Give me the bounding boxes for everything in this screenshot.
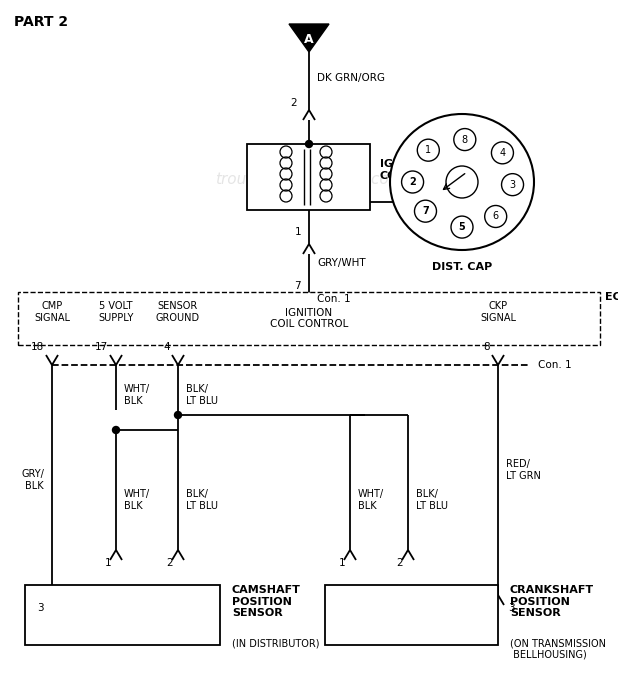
Circle shape — [402, 171, 423, 193]
Circle shape — [305, 141, 313, 148]
Text: 3: 3 — [509, 180, 515, 190]
Text: 18: 18 — [31, 342, 44, 352]
Text: 1: 1 — [294, 227, 301, 237]
Circle shape — [451, 216, 473, 238]
Text: 5 VOLT
SUPPLY: 5 VOLT SUPPLY — [98, 301, 133, 323]
Text: IGNITION
COIL CONTROL: IGNITION COIL CONTROL — [270, 308, 348, 329]
Circle shape — [491, 142, 514, 164]
Bar — [18, 292, 600, 345]
Circle shape — [174, 412, 182, 419]
Text: 1: 1 — [425, 145, 431, 155]
Text: 5: 5 — [459, 222, 465, 232]
Text: 4: 4 — [163, 342, 170, 352]
Text: RED/
LT GRN: RED/ LT GRN — [506, 459, 541, 481]
Text: PART 2: PART 2 — [14, 15, 68, 29]
Text: BLK/
LT BLU: BLK/ LT BLU — [186, 489, 218, 511]
Text: SENSOR
GROUND: SENSOR GROUND — [156, 301, 200, 323]
Circle shape — [502, 174, 523, 196]
Text: WHT/
BLK: WHT/ BLK — [124, 489, 150, 511]
Text: (ON TRANSMISSION
 BELLHOUSING): (ON TRANSMISSION BELLHOUSING) — [510, 638, 606, 659]
Text: Con. 1: Con. 1 — [538, 360, 572, 370]
Ellipse shape — [390, 114, 534, 250]
Text: DK GRN/ORG: DK GRN/ORG — [317, 73, 385, 83]
Text: WHT/
BLK: WHT/ BLK — [124, 384, 150, 406]
Circle shape — [446, 166, 478, 198]
Text: 8: 8 — [462, 134, 468, 145]
Text: IGNITION
COIL: IGNITION COIL — [380, 159, 437, 181]
Circle shape — [454, 129, 476, 150]
Text: DIST. CAP: DIST. CAP — [432, 262, 492, 272]
Text: CAMSHAFT
POSITION
SENSOR: CAMSHAFT POSITION SENSOR — [232, 585, 301, 618]
Text: Con. 1: Con. 1 — [317, 294, 350, 304]
Text: 7: 7 — [294, 281, 301, 291]
Text: 1: 1 — [339, 558, 345, 568]
Text: GRY/WHT: GRY/WHT — [317, 258, 366, 268]
Text: 4: 4 — [499, 148, 506, 158]
Text: troubleshootvehicle.com: troubleshootvehicle.com — [214, 172, 404, 188]
Text: 3: 3 — [37, 603, 44, 613]
Bar — [325, 585, 498, 645]
Text: 2: 2 — [166, 558, 173, 568]
Circle shape — [415, 200, 436, 222]
Text: CMP
SIGNAL: CMP SIGNAL — [34, 301, 70, 323]
Text: 2: 2 — [409, 177, 416, 187]
Polygon shape — [289, 24, 329, 52]
Text: 2: 2 — [396, 558, 403, 568]
Text: 1: 1 — [104, 558, 111, 568]
Text: (IN DISTRIBUTOR): (IN DISTRIBUTOR) — [232, 638, 320, 648]
Text: 17: 17 — [95, 342, 108, 352]
Text: 7: 7 — [422, 206, 429, 216]
Text: 2: 2 — [290, 98, 297, 108]
Text: ECM: ECM — [605, 292, 618, 302]
Text: A: A — [304, 33, 314, 46]
Circle shape — [112, 426, 119, 433]
Bar — [247, 144, 370, 210]
Circle shape — [485, 206, 507, 228]
Text: 3: 3 — [508, 603, 515, 613]
Bar — [25, 585, 220, 645]
Text: CRANKSHAFT
POSITION
SENSOR: CRANKSHAFT POSITION SENSOR — [510, 585, 594, 618]
Circle shape — [417, 139, 439, 161]
Text: BLK/
LT BLU: BLK/ LT BLU — [186, 384, 218, 406]
Text: 6: 6 — [493, 211, 499, 221]
Text: GRY/
BLK: GRY/ BLK — [21, 469, 44, 491]
Text: CKP
SIGNAL: CKP SIGNAL — [480, 301, 516, 323]
Text: 8: 8 — [483, 342, 490, 352]
Text: WHT/
BLK: WHT/ BLK — [358, 489, 384, 511]
Text: BLK/
LT BLU: BLK/ LT BLU — [416, 489, 448, 511]
